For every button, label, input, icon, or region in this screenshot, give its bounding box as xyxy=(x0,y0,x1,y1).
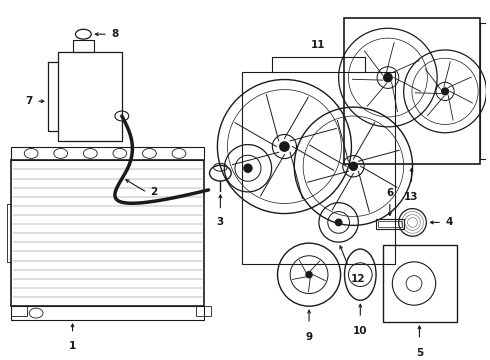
Bar xyxy=(73,40,94,52)
Circle shape xyxy=(383,73,393,82)
Bar xyxy=(196,306,212,316)
Bar xyxy=(11,147,204,160)
Text: 4: 4 xyxy=(445,217,452,228)
Text: 1: 1 xyxy=(69,341,76,351)
Text: 8: 8 xyxy=(111,29,118,39)
Text: 12: 12 xyxy=(350,274,365,284)
Bar xyxy=(378,221,402,228)
Text: 9: 9 xyxy=(305,332,313,342)
Circle shape xyxy=(279,141,290,152)
Circle shape xyxy=(305,271,313,278)
Text: 13: 13 xyxy=(404,192,419,202)
Bar xyxy=(383,245,457,322)
Bar xyxy=(58,52,122,141)
Bar xyxy=(11,306,27,316)
Text: 2: 2 xyxy=(150,188,157,198)
Text: 11: 11 xyxy=(311,40,325,50)
Circle shape xyxy=(349,162,358,171)
Bar xyxy=(242,72,395,264)
Text: 5: 5 xyxy=(416,348,423,357)
Bar xyxy=(480,23,488,159)
Bar xyxy=(11,306,204,320)
Circle shape xyxy=(243,163,253,173)
Bar xyxy=(343,18,480,164)
Text: 6: 6 xyxy=(386,188,393,198)
Text: 10: 10 xyxy=(353,326,368,336)
Text: 7: 7 xyxy=(26,96,33,106)
Bar xyxy=(376,220,404,229)
Bar xyxy=(11,160,204,306)
Circle shape xyxy=(335,219,343,226)
Text: 3: 3 xyxy=(217,217,224,228)
Circle shape xyxy=(441,87,449,95)
